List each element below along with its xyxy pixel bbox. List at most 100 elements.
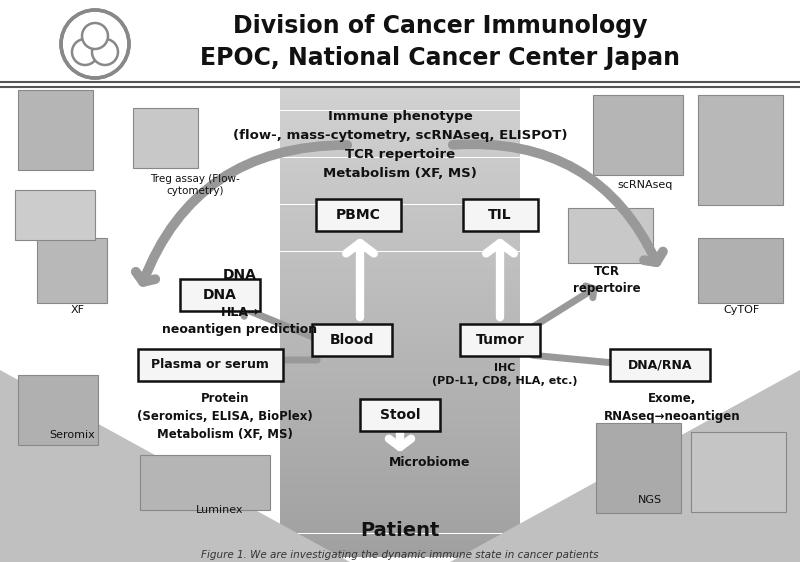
Bar bbox=[280, 510, 520, 514]
Text: Treg assay (Flow-
cytometry): Treg assay (Flow- cytometry) bbox=[150, 174, 240, 196]
Bar bbox=[360, 399, 440, 431]
Bar bbox=[280, 255, 520, 259]
Bar bbox=[280, 495, 520, 498]
Bar bbox=[280, 177, 520, 181]
Bar bbox=[315, 199, 401, 231]
Text: scRNAseq: scRNAseq bbox=[618, 180, 673, 190]
Bar bbox=[280, 436, 520, 439]
Text: NGS: NGS bbox=[638, 495, 662, 505]
Bar bbox=[280, 310, 520, 314]
Bar bbox=[280, 252, 520, 255]
Bar bbox=[280, 533, 520, 537]
Bar bbox=[280, 232, 520, 236]
Bar bbox=[280, 123, 520, 126]
Bar bbox=[280, 506, 520, 510]
Bar bbox=[280, 236, 520, 240]
Bar bbox=[280, 518, 520, 522]
Bar bbox=[280, 197, 520, 201]
Bar bbox=[280, 553, 520, 557]
Bar bbox=[280, 467, 520, 471]
Bar bbox=[280, 487, 520, 491]
Circle shape bbox=[75, 36, 115, 76]
Bar bbox=[280, 420, 520, 424]
Bar bbox=[280, 205, 520, 209]
Bar bbox=[280, 342, 520, 346]
Bar bbox=[595, 423, 681, 513]
Bar bbox=[280, 455, 520, 459]
Bar bbox=[280, 87, 520, 91]
Bar bbox=[280, 404, 520, 408]
Text: DNA/RNA: DNA/RNA bbox=[628, 359, 692, 371]
Bar bbox=[280, 377, 520, 380]
Bar bbox=[280, 169, 520, 173]
Bar bbox=[280, 161, 520, 165]
Bar bbox=[280, 189, 520, 193]
Text: Luminex: Luminex bbox=[196, 505, 244, 515]
Bar bbox=[280, 428, 520, 432]
Bar bbox=[280, 392, 520, 396]
Circle shape bbox=[92, 39, 118, 65]
Bar bbox=[15, 190, 95, 240]
Bar bbox=[280, 279, 520, 283]
Bar bbox=[280, 99, 520, 103]
Polygon shape bbox=[450, 370, 800, 562]
Bar bbox=[280, 259, 520, 263]
Bar bbox=[0, 0, 800, 82]
Bar bbox=[280, 209, 520, 212]
Text: CyTOF: CyTOF bbox=[724, 305, 760, 315]
Bar bbox=[280, 380, 520, 384]
Text: Seromix: Seromix bbox=[49, 430, 95, 440]
Text: Division of Cancer Immunology: Division of Cancer Immunology bbox=[233, 14, 647, 38]
Bar bbox=[280, 153, 520, 157]
Text: DNA: DNA bbox=[203, 288, 237, 302]
Bar bbox=[690, 432, 786, 512]
Bar bbox=[280, 314, 520, 318]
Bar bbox=[610, 349, 710, 381]
Bar bbox=[280, 212, 520, 216]
Bar bbox=[280, 216, 520, 220]
Bar bbox=[280, 439, 520, 443]
Bar bbox=[280, 416, 520, 420]
Text: DNA: DNA bbox=[223, 268, 257, 282]
Bar bbox=[280, 248, 520, 252]
Text: Tumor: Tumor bbox=[475, 333, 525, 347]
Bar bbox=[280, 326, 520, 330]
Bar bbox=[280, 424, 520, 428]
Bar bbox=[280, 369, 520, 373]
Bar bbox=[280, 146, 520, 149]
Bar bbox=[280, 119, 520, 123]
Bar bbox=[280, 396, 520, 400]
Bar bbox=[593, 95, 683, 175]
Bar bbox=[698, 238, 782, 302]
Bar bbox=[280, 471, 520, 475]
Bar bbox=[280, 353, 520, 357]
Circle shape bbox=[72, 39, 98, 65]
Bar bbox=[18, 90, 93, 170]
Bar bbox=[280, 400, 520, 404]
Circle shape bbox=[61, 10, 129, 78]
Text: Protein
(Seromics, ELISA, BioPlex)
Metabolism (XF, MS): Protein (Seromics, ELISA, BioPlex) Metab… bbox=[137, 392, 313, 441]
Bar bbox=[280, 91, 520, 95]
Text: Figure 1. We are investigating the dynamic immune state in cancer patients: Figure 1. We are investigating the dynam… bbox=[202, 550, 598, 560]
Bar bbox=[280, 498, 520, 502]
Text: TIL: TIL bbox=[488, 208, 512, 222]
Bar bbox=[138, 349, 282, 381]
Bar bbox=[280, 357, 520, 361]
Bar bbox=[280, 149, 520, 153]
Bar bbox=[280, 244, 520, 248]
Bar bbox=[280, 432, 520, 436]
Bar bbox=[280, 103, 520, 107]
Bar bbox=[280, 142, 520, 146]
Bar bbox=[280, 514, 520, 518]
Bar bbox=[280, 545, 520, 549]
Bar bbox=[280, 294, 520, 298]
Bar bbox=[280, 130, 520, 134]
Bar bbox=[180, 279, 260, 311]
Bar bbox=[280, 267, 520, 271]
Bar bbox=[280, 463, 520, 467]
Bar bbox=[280, 475, 520, 479]
Bar bbox=[37, 238, 107, 302]
Bar bbox=[280, 350, 520, 353]
Bar bbox=[280, 522, 520, 525]
Text: XF: XF bbox=[71, 305, 85, 315]
